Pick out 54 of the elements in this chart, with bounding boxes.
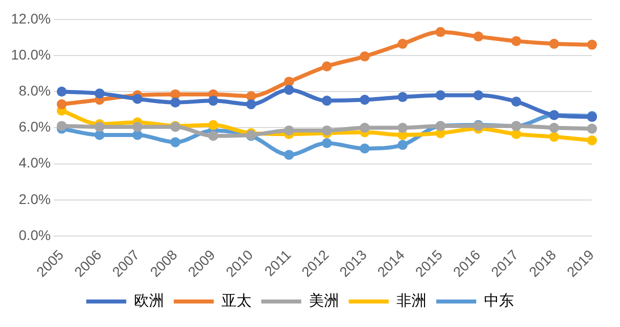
legend-label: 美洲 [308,291,339,310]
point [587,40,597,50]
point [208,96,218,106]
point [360,94,370,105]
point [549,38,560,49]
point [132,122,142,132]
point [322,125,332,136]
point [549,132,560,142]
y-tick-label: 4.0% [18,154,51,171]
point [360,51,370,62]
point [56,120,67,131]
point [511,129,522,140]
point [170,97,180,108]
y-tick-label: 2.0% [18,190,51,207]
point [322,138,332,148]
point [473,32,484,42]
y-tick-label: 10.0% [10,46,51,62]
point [322,61,332,72]
point [398,38,408,49]
legend-label: 中东 [484,291,514,310]
point [398,122,408,133]
point [284,84,294,95]
y-tick-label: 0.0% [18,226,51,243]
legend-label: 亚太 [221,291,252,310]
point [170,137,180,148]
point [284,150,294,160]
point [549,122,560,133]
point [435,90,446,100]
point [56,99,67,110]
point [511,36,522,46]
point [435,27,446,38]
point [473,90,484,100]
legend-label: 非洲 [396,291,426,310]
point [208,130,218,141]
point [246,99,256,110]
point [56,86,67,97]
y-tick-label: 8.0% [18,82,51,98]
point [94,122,105,132]
point [398,140,408,150]
point [132,130,142,140]
point [322,96,332,106]
point [284,125,294,136]
point [587,135,597,146]
point [511,96,522,107]
legend-label: 欧洲 [134,291,164,310]
point [360,122,370,133]
point [398,92,408,102]
point [132,94,142,104]
point [587,124,597,134]
y-tick-label: 12.0% [10,10,51,26]
point [94,88,105,98]
point [208,120,218,130]
y-tick-label: 6.0% [18,118,51,135]
point [360,144,370,154]
